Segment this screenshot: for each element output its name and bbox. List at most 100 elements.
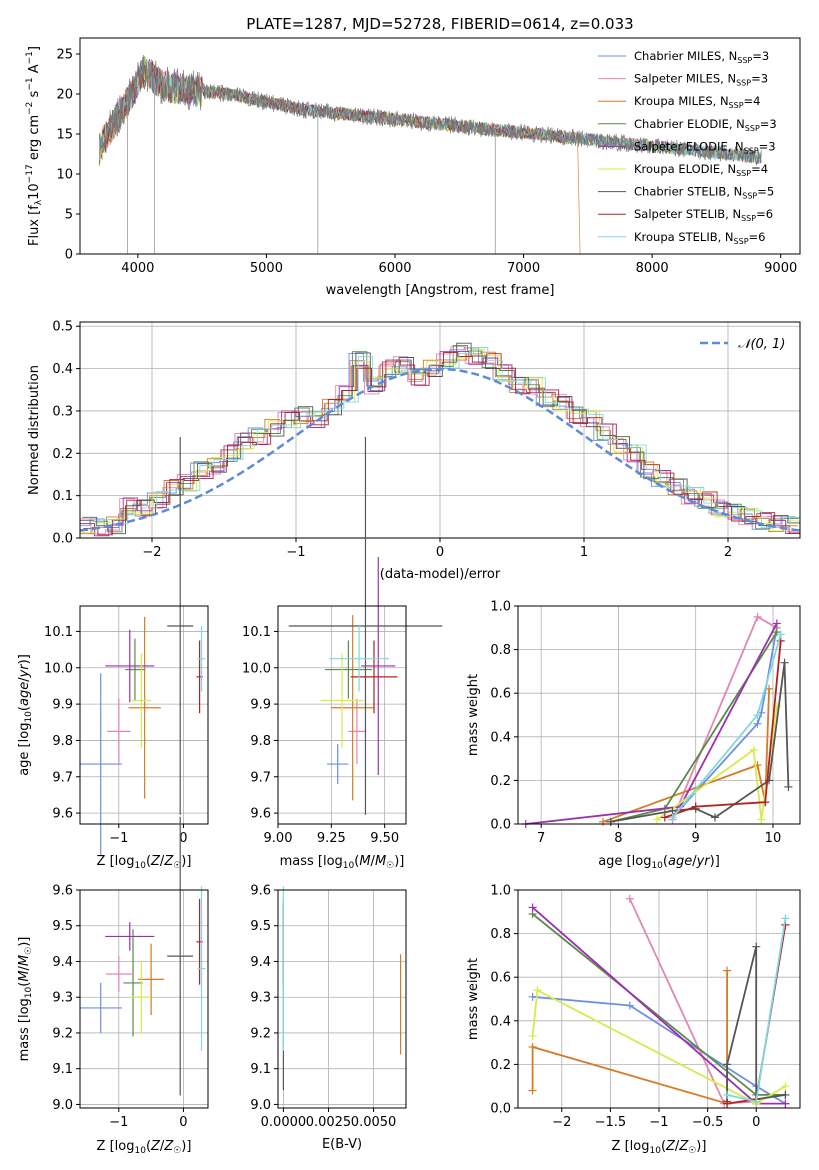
y-tick-label: 0.4	[490, 1014, 511, 1029]
y-tick-label: 0.4	[52, 362, 73, 377]
y-tick-label: 9.3	[250, 991, 271, 1006]
age-vs-metallicity-frame	[79, 605, 209, 825]
series-marker	[781, 1090, 790, 1099]
age-vs-mass-frame	[277, 605, 407, 825]
x-tick-label: −1	[286, 545, 305, 560]
series-marker	[723, 966, 732, 975]
series-marker	[757, 815, 766, 824]
massweight-vs-age-panel: 7 8 9 10 0.0 0.2 0.4 0.6 0.8 1.0 age [log10(age/y…	[466, 600, 801, 871]
x-tick-label: 1	[580, 545, 588, 560]
x-tick-label: 0.0050	[351, 1115, 397, 1130]
x-tick-label: −1.5	[595, 1115, 627, 1130]
series-marker	[723, 1090, 732, 1099]
series-marker	[653, 815, 662, 824]
x-tick-label: 0	[752, 1115, 760, 1130]
y-tick-label: 0.2	[52, 447, 73, 462]
series-marker	[749, 745, 758, 754]
series-marker	[528, 1086, 537, 1095]
spectrum-ylabel: Flux [fλ10−17 erg cm−2 s−1 A−1]	[25, 46, 44, 246]
residual-legend: 𝒩(0, 1)	[700, 337, 785, 352]
x-tick-label: 0	[179, 831, 187, 846]
series-marker	[723, 1060, 732, 1069]
y-tick-label: 5	[65, 208, 73, 223]
series-marker	[753, 612, 762, 621]
legend-label: Salpeter MILES, NSSP=3	[634, 72, 768, 88]
y-tick-label: 0.5	[52, 320, 73, 335]
x-tick-label: −2	[142, 545, 161, 560]
series-marker	[691, 802, 700, 811]
age-vs-metallicity-ylabel: age [log10(age/yr)]	[17, 654, 34, 776]
x-tick-label: −1	[109, 831, 128, 846]
series-marker	[528, 1032, 537, 1041]
residual-ylabel: Normed distribution	[27, 365, 42, 495]
y-tick-label: 9.8	[250, 734, 271, 749]
y-tick-label: 9.6	[52, 884, 73, 899]
series-marker	[528, 1042, 537, 1051]
y-tick-label: 9.9	[52, 698, 73, 713]
series-marker	[668, 813, 677, 822]
x-tick-label: 10	[765, 831, 782, 846]
y-tick-label: 0.3	[52, 404, 73, 419]
y-tick-label: 10.1	[242, 625, 271, 640]
y-tick-label: 9.0	[250, 1098, 271, 1113]
legend-label: Salpeter STELIB, NSSP=6	[634, 207, 773, 223]
x-tick-label: 0	[179, 1115, 187, 1130]
y-tick-label: 9.2	[250, 1026, 271, 1041]
x-tick-label: 9.00	[264, 831, 293, 846]
series-line	[602, 688, 770, 823]
mass-vs-metallicity-frame	[79, 889, 209, 1109]
y-tick-label: 9.5	[52, 919, 73, 934]
series-marker	[781, 1099, 790, 1108]
y-tick-label: 10.1	[44, 625, 73, 640]
y-tick-label: 0.6	[490, 971, 511, 986]
y-tick-label: 0	[65, 248, 73, 263]
massweight-vs-age-ylabel: mass weight	[466, 674, 481, 756]
residual-xlabel: (data-model)/error	[380, 567, 501, 582]
y-tick-label: 9.6	[52, 807, 73, 822]
y-tick-label: 0.6	[490, 687, 511, 702]
y-tick-label: 10.0	[242, 661, 271, 676]
y-tick-label: 9.9	[250, 698, 271, 713]
legend-label: Chabrier ELODIE, NSSP=3	[634, 117, 777, 133]
y-tick-label: 9.4	[250, 955, 271, 970]
series-marker	[780, 658, 789, 667]
series-marker	[784, 782, 793, 791]
massweight-vs-metallicity-xlabel: Z [log10(Z/Z☉)]	[612, 1139, 707, 1156]
mass-vs-ebv-frame	[277, 889, 407, 1109]
y-tick-label: 9.1	[250, 1062, 271, 1077]
y-tick-label: 0.0	[52, 532, 73, 547]
series-marker	[533, 986, 542, 995]
histogram-step	[80, 351, 798, 535]
series-marker	[625, 894, 634, 903]
observed-spectrum-line	[98, 54, 762, 167]
massweight-vs-age-frame	[517, 605, 801, 825]
y-tick-label: 0.0	[490, 818, 511, 833]
y-tick-label: 9.3	[52, 991, 73, 1006]
y-tick-label: 10	[56, 168, 73, 183]
histogram-step	[81, 349, 800, 534]
age-vs-mass-xlabel: mass [log10(M/M☉)]	[280, 854, 405, 871]
histogram-step	[82, 342, 800, 535]
y-tick-label: 9.1	[52, 1062, 73, 1077]
series-marker	[723, 1099, 732, 1108]
legend-label: Kroupa STELIB, NSSP=6	[634, 230, 765, 246]
y-tick-label: 9.7	[52, 770, 73, 785]
y-tick-label: 20	[56, 88, 73, 103]
massweight-vs-metallicity-panel: −2 −1.5 −1 −0.5 0 0.0 0.2 0.4 0.6 0.8 1.0 Z [log10…	[466, 884, 801, 1156]
legend-gauss-label: 𝒩(0, 1)	[738, 337, 785, 352]
series-marker	[625, 1001, 634, 1010]
massweight-vs-metallicity-ylabel: mass weight	[466, 958, 481, 1040]
y-tick-label: 9.6	[250, 884, 271, 899]
x-tick-label: 9.25	[317, 831, 346, 846]
massweight-vs-age-xlabel: age [log10(age/yr)]	[598, 854, 720, 871]
histogram-step	[80, 346, 797, 535]
y-tick-label: 0.8	[490, 927, 511, 942]
mass-vs-metallicity-panel: −1 0 9.0 9.1 9.2 9.3 9.4 9.5 9.6 Z [log10(Z/Z☉)]…	[17, 816, 209, 1156]
x-tick-label: 0.0025	[306, 1115, 352, 1130]
spectrum-xlabel: wavelength [Angstrom, rest frame]	[326, 283, 555, 298]
x-tick-label: 9	[692, 831, 700, 846]
series-marker	[753, 719, 762, 728]
y-tick-label: 0.1	[52, 489, 73, 504]
series-marker	[776, 630, 785, 639]
